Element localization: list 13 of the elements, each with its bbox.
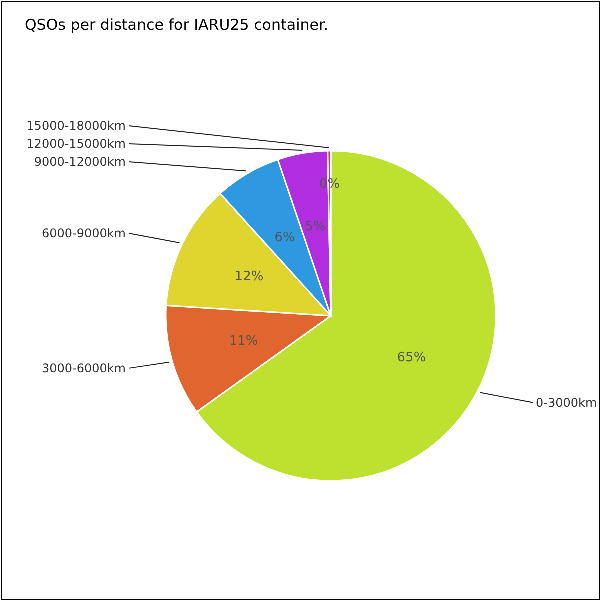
data-label: 12% [234,270,264,285]
slice-label: 12000-15000km [26,137,126,152]
slice-label: 0-3000km [536,396,598,410]
data-label: 0% [319,177,340,192]
slice-label: 3000-6000km [42,361,126,376]
chart-title: QSOs per distance for IARU25 container. [25,16,329,34]
slice-label: 15000-18000km [26,119,126,134]
data-label: 5% [305,220,326,235]
data-label: 6% [274,230,296,246]
data-label: 65% [397,350,426,366]
slice-label: 6000-9000km [42,226,126,240]
data-label: 11% [229,334,258,350]
slice-label: 9000-12000km [34,155,126,170]
